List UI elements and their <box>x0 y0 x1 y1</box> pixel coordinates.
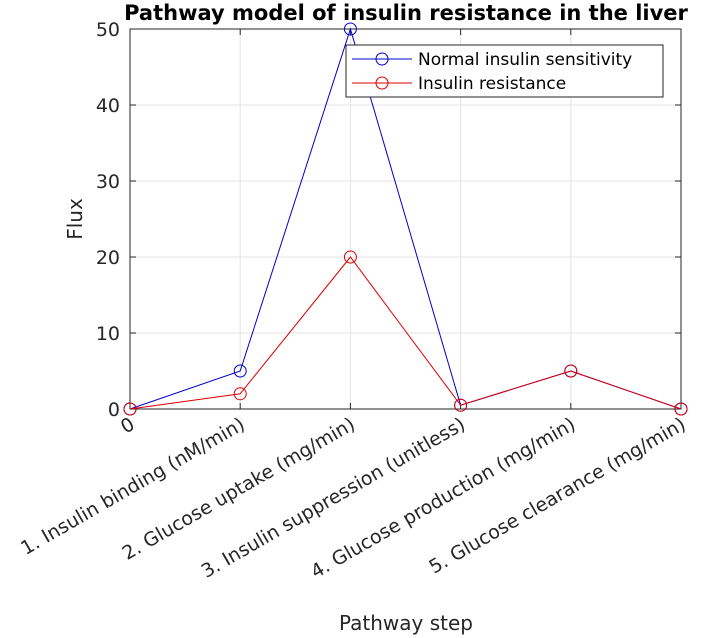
data-point <box>674 402 688 416</box>
x-tick-label: 0 <box>117 413 138 438</box>
series-line <box>129 256 682 410</box>
data-point <box>343 250 357 264</box>
x-axis-label: Pathway step <box>339 611 473 635</box>
data-point <box>343 22 357 36</box>
plot-area <box>129 28 682 410</box>
chart-title: Pathway model of insulin resistance in t… <box>124 1 688 25</box>
series-1 <box>123 250 688 416</box>
y-tick-label: 20 <box>96 247 120 269</box>
legend: Normal insulin sensitivity Insulin resist… <box>345 44 664 98</box>
data-point <box>564 364 578 378</box>
legend-label: Normal insulin sensitivity <box>418 50 632 70</box>
series-layer <box>123 22 688 416</box>
y-tick-label: 10 <box>96 323 120 345</box>
y-axis-label: Flux <box>63 198 87 240</box>
data-point <box>233 364 247 378</box>
y-tick-label: 30 <box>96 171 120 193</box>
legend-box <box>345 44 664 98</box>
legend-marker <box>375 52 389 66</box>
legend-marker <box>375 76 389 90</box>
data-point <box>123 402 137 416</box>
data-point <box>233 387 247 401</box>
data-point <box>454 398 468 412</box>
y-tick-label: 0 <box>108 399 120 421</box>
legend-label: Insulin resistance <box>418 74 566 94</box>
y-tick-label: 40 <box>96 95 120 117</box>
y-tick-label: 50 <box>96 19 120 41</box>
